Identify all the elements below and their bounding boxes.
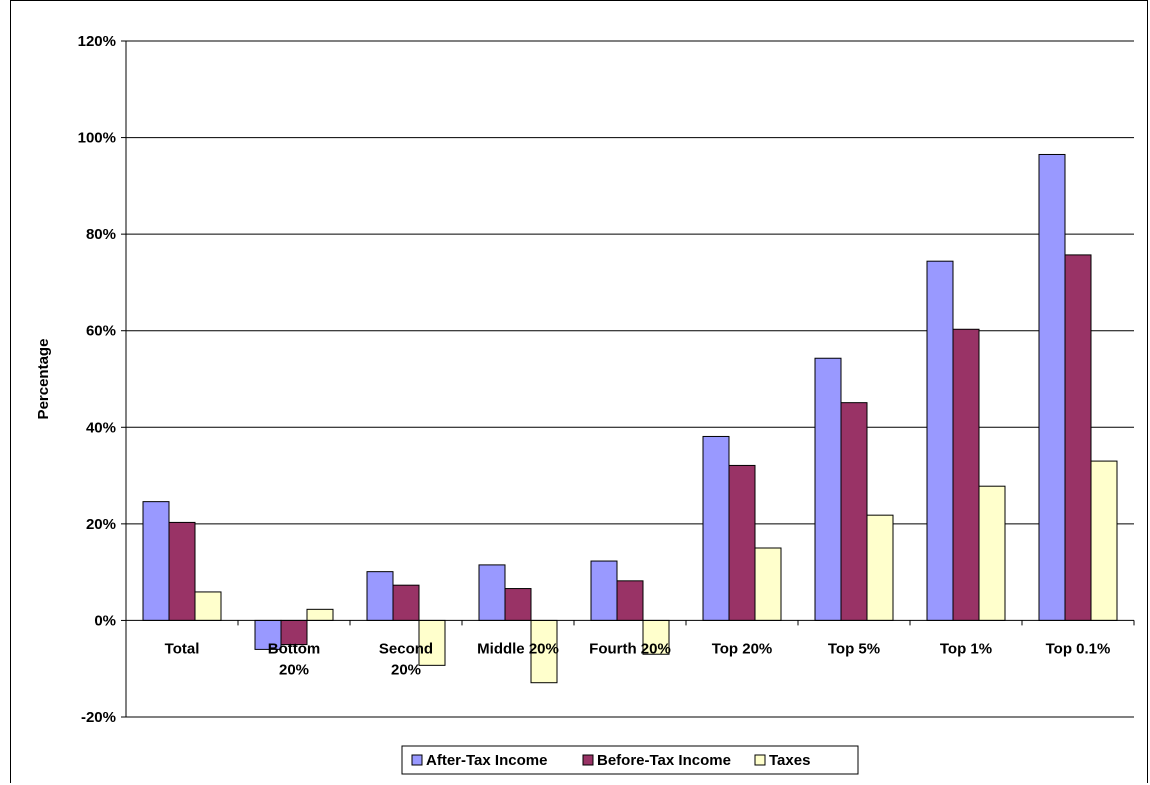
x-tick-label-line: Top 0.1%: [1046, 640, 1111, 657]
y-tick-label: 0%: [94, 612, 116, 629]
legend-label: Taxes: [769, 752, 810, 769]
bar: [866, 514, 894, 621]
bar: [952, 328, 980, 621]
bar: [504, 588, 532, 621]
gridlines: [126, 40, 1134, 718]
bar: [366, 571, 394, 621]
x-tick-label: Fourth 20%: [589, 640, 671, 657]
bar: [754, 547, 782, 621]
bar: [814, 357, 842, 621]
y-tick-label: 60%: [86, 323, 116, 340]
legend-swatch: [582, 754, 594, 766]
legend-box: [401, 745, 859, 775]
legend-label: Before-Tax Income: [597, 752, 731, 769]
legend-swatch: [754, 754, 766, 766]
x-tick-label: Bottom 20%: [268, 640, 321, 678]
bar: [702, 435, 730, 621]
x-tick-label: Top 20%: [712, 640, 773, 657]
y-axis-title: Percentage: [35, 339, 52, 420]
bar: [306, 608, 334, 621]
x-tick-label-line: 20%: [391, 661, 421, 678]
x-tick-label: Top 0.1%: [1046, 640, 1111, 657]
y-tick-label: 120%: [78, 33, 116, 50]
y-tick-label: 20%: [86, 516, 116, 533]
y-tick-label: 100%: [78, 130, 116, 147]
bar: [530, 619, 558, 684]
bar: [142, 501, 170, 621]
bar: [1064, 254, 1092, 621]
x-tick-label-line: Middle 20%: [477, 640, 559, 657]
x-tick-label: Second 20%: [379, 640, 433, 678]
bar: [194, 591, 222, 621]
bars: [142, 153, 1118, 684]
x-tick-label-line: Top 20%: [712, 640, 773, 657]
bar: [728, 464, 756, 621]
y-tick-label: -20%: [81, 709, 116, 726]
y-tick-label: 80%: [86, 226, 116, 243]
x-tick-label-line: 20%: [279, 661, 309, 678]
bar: [590, 560, 618, 621]
bar: [392, 584, 420, 621]
y-tick-label: 40%: [86, 419, 116, 436]
bar: [478, 564, 506, 621]
bar: [1090, 460, 1118, 621]
x-tick-label-line: Second: [379, 640, 433, 657]
x-tick-labels: Total Bottom 20% Second 20% Middle 20% Fourth …: [165, 620, 1135, 678]
legend-swatch: [411, 754, 423, 766]
x-tick-label-line: Top 5%: [828, 640, 880, 657]
bar: [418, 619, 446, 666]
x-tick-label-line: Top 1%: [940, 640, 992, 657]
legend-label: After-Tax Income: [426, 752, 547, 769]
bar: [978, 485, 1006, 621]
x-tick-label: Top 5%: [828, 640, 880, 657]
bar: [616, 580, 644, 621]
x-tick-label: Middle 20%: [477, 640, 559, 657]
x-tick-label-line: Fourth 20%: [589, 640, 671, 657]
bar: [1038, 153, 1066, 621]
legend: After-Tax Income Before-Tax Income Taxes: [401, 745, 859, 775]
x-tick-label: Top 1%: [940, 640, 992, 657]
bar: [254, 619, 282, 650]
chart-frame: [10, 0, 1148, 783]
x-tick-label: Total: [165, 640, 200, 657]
bar: [280, 619, 308, 646]
x-tick-label-line: Bottom: [268, 640, 321, 657]
bar: [840, 402, 868, 621]
x-tick-label-line: Total: [165, 640, 200, 657]
y-tick-labels: -20% 0% 20% 40% 60% 80% 100% 120%: [78, 33, 126, 726]
axes: [125, 41, 1134, 717]
bar: [168, 521, 196, 621]
bar: [926, 260, 954, 621]
